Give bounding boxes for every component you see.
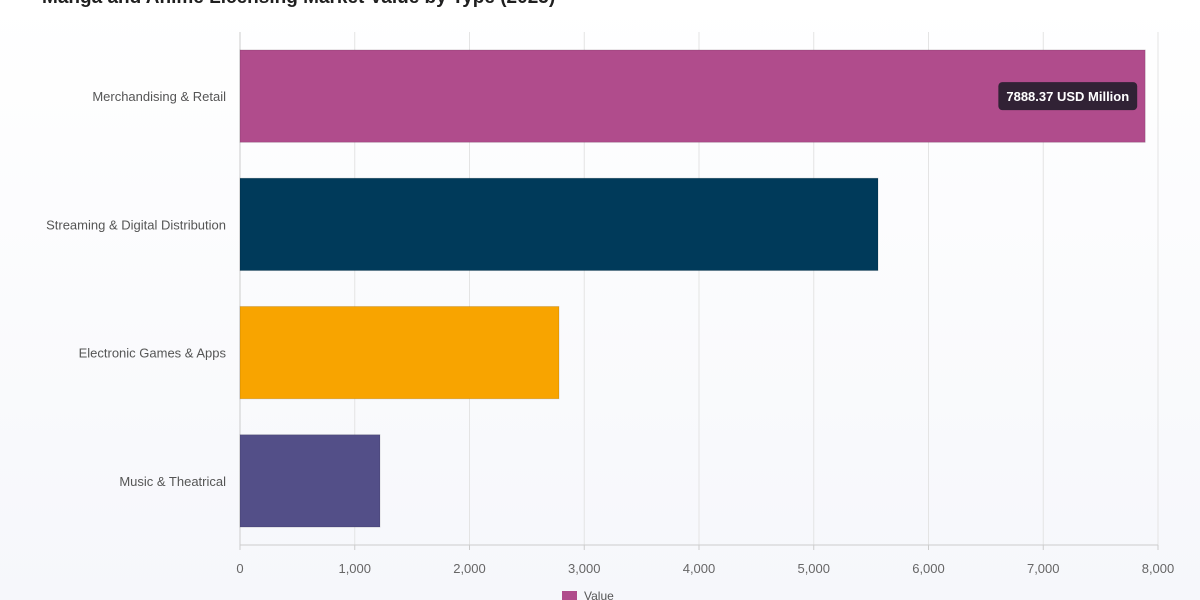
category-label: Music & Theatrical (119, 474, 226, 489)
x-tick-label: 8,000 (1142, 561, 1175, 576)
bar[interactable] (239, 177, 879, 272)
category-labels: Merchandising & Retail Streaming & Digita… (46, 89, 226, 489)
bar[interactable] (239, 305, 560, 400)
bar[interactable] (239, 49, 1146, 143)
bar[interactable] (239, 434, 381, 528)
tooltip: 7888.37 USD Million (998, 82, 1138, 111)
x-tick-label: 7,000 (1027, 561, 1060, 576)
x-tick-label: 0 (236, 561, 243, 576)
legend-label: Value (584, 589, 614, 600)
tooltip-background (998, 82, 1138, 111)
bars (239, 49, 1146, 528)
legend-swatch (562, 590, 577, 600)
tooltip-box: 7888.37 USD Million (998, 82, 1138, 111)
legend[interactable]: Value (562, 589, 614, 600)
x-tick-label: 4,000 (683, 561, 716, 576)
x-tick-label: 2,000 (453, 561, 486, 576)
x-tick-label: 1,000 (338, 561, 371, 576)
x-tick-label: 5,000 (797, 561, 830, 576)
category-label: Merchandising & Retail (92, 89, 226, 104)
tooltip-text: 7888.37 USD Million (1006, 89, 1129, 104)
x-tick-labels: 0 1,000 2,000 3,000 4,000 5,000 6,000 7,000 8,00… (236, 561, 1174, 576)
category-label: Streaming & Digital Distribution (46, 217, 226, 232)
category-label: Electronic Games & Apps (79, 346, 227, 361)
chart-title: Manga and Anime Licensing Market Value b… (42, 0, 555, 9)
x-tick-label: 6,000 (912, 561, 945, 576)
x-tick-label: 3,000 (568, 561, 601, 576)
